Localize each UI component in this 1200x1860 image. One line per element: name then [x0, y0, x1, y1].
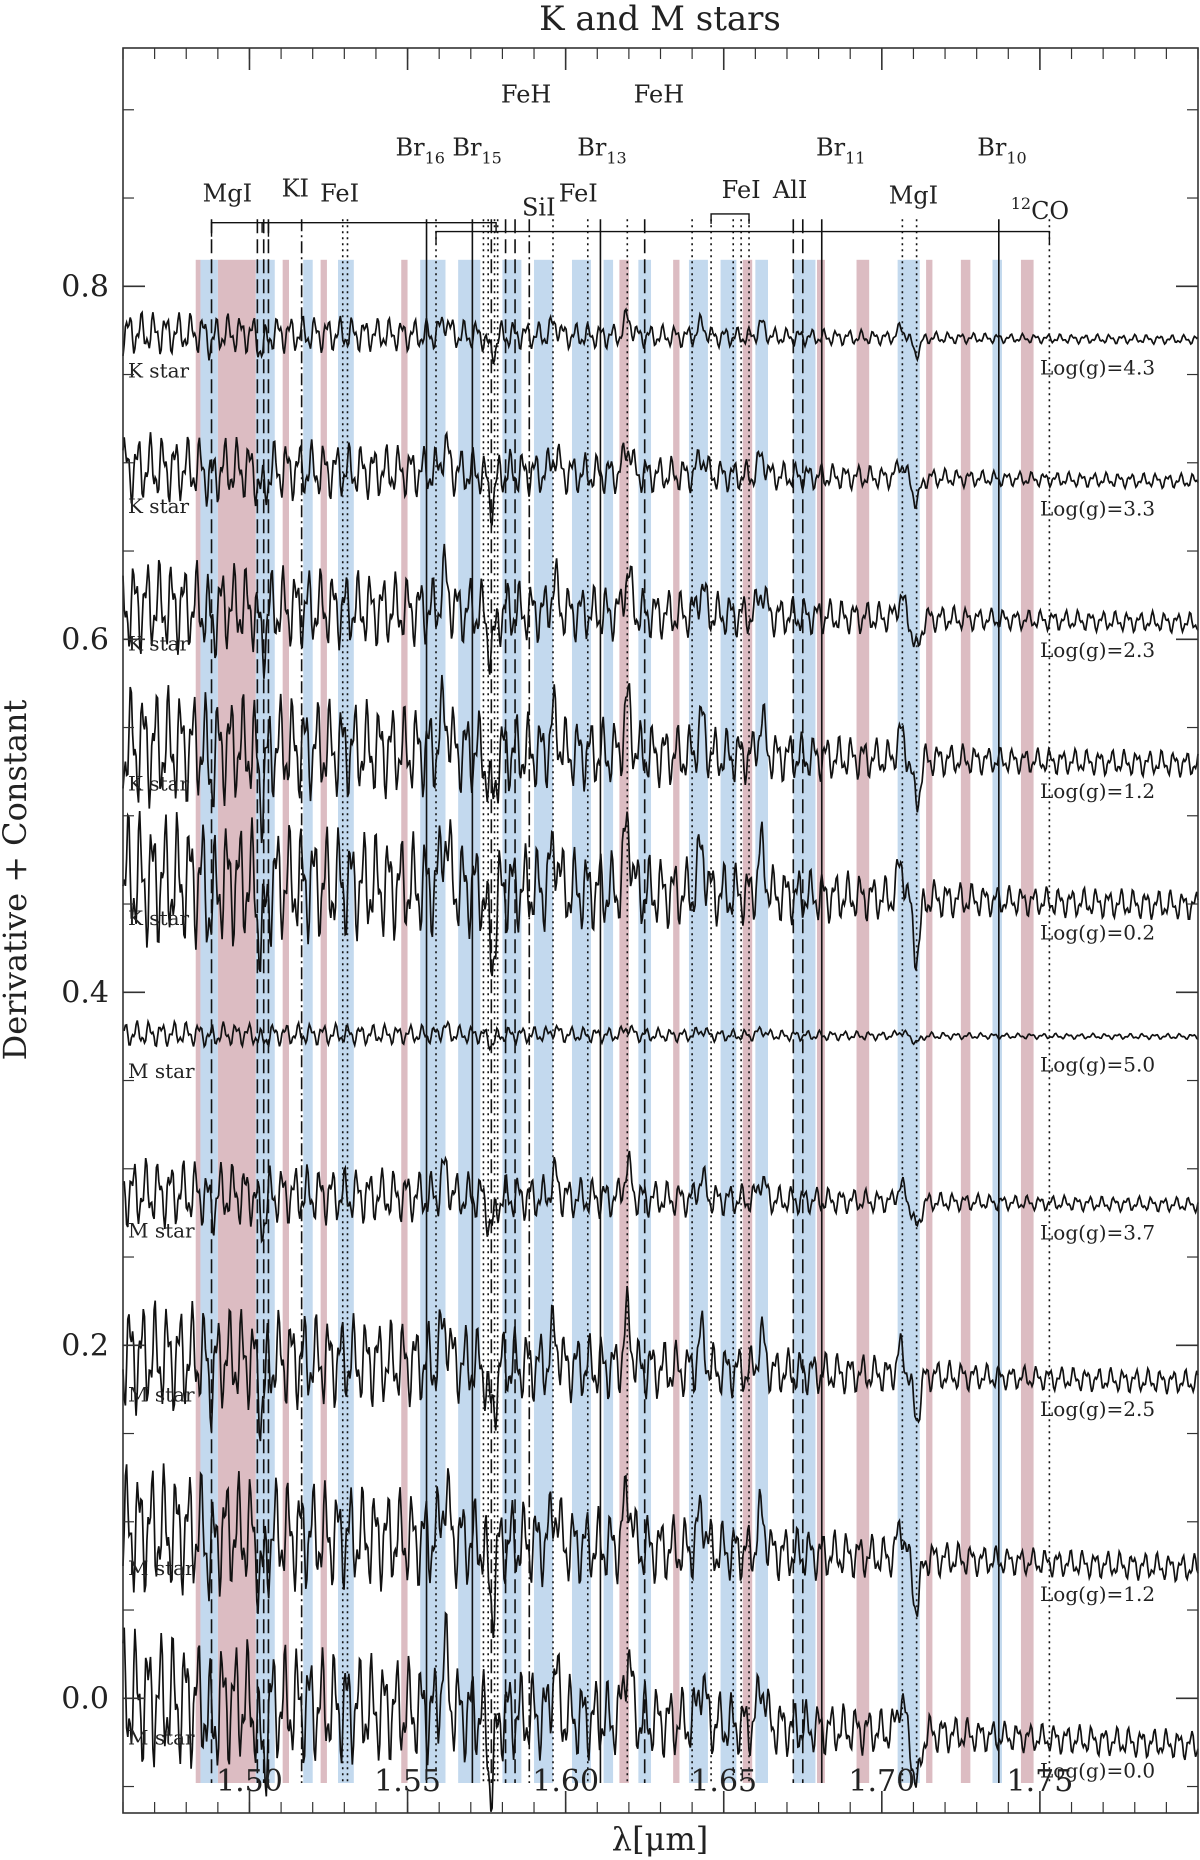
line-markers [210, 219, 1051, 1783]
x-tick-label: 1.70 [848, 1764, 915, 1799]
gravity-label: Log(g)=4.3 [1040, 356, 1155, 380]
y-tick-label: 0.8 [61, 269, 109, 304]
line-id-label: 12CO [1011, 194, 1069, 225]
pink-band [673, 259, 680, 1783]
line-id-bracket [710, 213, 750, 224]
star-label: M star [128, 1556, 195, 1580]
star-label: M star [128, 1726, 195, 1750]
line-id-bracket [210, 222, 270, 237]
spectrum-curves [122, 307, 1199, 1812]
spectrum-line [122, 307, 1199, 365]
blue-band [688, 259, 708, 1783]
blue-band [420, 259, 446, 1783]
gravity-label: Log(g)=5.0 [1040, 1053, 1155, 1077]
y-tick-label: 0.6 [61, 622, 109, 657]
blue-band [303, 259, 313, 1783]
pink-band [960, 259, 971, 1783]
line-id-brackets [210, 213, 1051, 244]
pink-band [282, 259, 289, 1783]
star-label: M star [128, 1382, 195, 1406]
blue-band [755, 259, 768, 1783]
line-id-label: Br11 [816, 134, 865, 168]
spectrum-line [122, 1285, 1199, 1442]
line-id-label: Br10 [977, 134, 1026, 168]
blue-band [897, 259, 920, 1783]
axis-ticks: 1.50 1.55 1.60 1.65 1.70 1.75 0.0 0.2 0.4 0.6 0.8 [61, 48, 1199, 1813]
y-tick-label: 0.4 [61, 975, 109, 1010]
star-label: K star [128, 632, 190, 656]
gravity-label: Log(g)=0.2 [1040, 920, 1155, 944]
star-label: K star [128, 906, 190, 930]
pink-band [195, 259, 201, 1783]
line-id-label: Br15 [452, 134, 501, 168]
line-id-bracket [261, 222, 497, 233]
spectrum-line [122, 1611, 1199, 1812]
spectrum-line [122, 430, 1199, 526]
gravity-label: Log(g)=2.3 [1040, 638, 1155, 662]
line-id-label: MgI [889, 181, 938, 209]
pink-band [742, 259, 753, 1783]
star-label: M star [128, 1059, 195, 1083]
pink-band [926, 259, 933, 1783]
line-id-label: FeH [634, 81, 684, 109]
gravity-label: Log(g)=2.5 [1040, 1397, 1155, 1421]
blue-band [992, 259, 1002, 1783]
pink-band [401, 259, 408, 1783]
star-label: M star [128, 1219, 195, 1243]
blue-band [793, 259, 816, 1783]
gravity-label: Log(g)=1.2 [1040, 1582, 1155, 1606]
spectrum-line [122, 1150, 1199, 1244]
star-label: K star [128, 494, 190, 518]
y-tick-label: 0.2 [61, 1328, 109, 1363]
blue-band [571, 259, 591, 1783]
pink-band [619, 259, 629, 1783]
gravity-label: Log(g)=1.2 [1040, 779, 1155, 803]
line-id-label: SiI [522, 194, 556, 222]
x-tick-label: 1.55 [374, 1764, 441, 1799]
blue-band [603, 259, 614, 1783]
y-axis-label: Derivative + Constant [0, 699, 34, 1060]
gravity-label: Log(g)=0.0 [1040, 1759, 1155, 1783]
spectrum-line [122, 1018, 1199, 1052]
line-id-label: FeH [501, 81, 551, 109]
x-tick-label: 1.60 [532, 1764, 599, 1799]
star-label: K star [128, 772, 190, 796]
line-id-label: MgI [203, 180, 252, 208]
line-id-label: FeI [722, 176, 761, 204]
pink-band [1020, 259, 1034, 1783]
x-tick-label: 1.50 [216, 1764, 283, 1799]
line-id-label: FeI [559, 180, 598, 208]
line-id-label: FeI [320, 180, 359, 208]
gravity-label: Log(g)=3.7 [1040, 1220, 1155, 1244]
spectrum-line [122, 674, 1199, 844]
series-labels: K star Log(g)=4.3 K star Log(g)=3.3 K star Lo… [128, 356, 1155, 1783]
x-tick-label: 1.75 [1007, 1764, 1074, 1799]
blue-band [200, 259, 218, 1783]
x-tick-label: 1.65 [690, 1764, 757, 1799]
pink-band [217, 259, 256, 1783]
pink-band [320, 259, 327, 1783]
blue-band [255, 259, 275, 1783]
pink-band [856, 259, 870, 1783]
spectrum-line [122, 810, 1199, 977]
line-id-label: Br16 [395, 134, 444, 168]
spectrum-line [122, 543, 1199, 679]
blue-band [502, 259, 522, 1783]
line-id-label: AlI [772, 176, 808, 204]
y-tick-label: 0.0 [61, 1681, 109, 1716]
spectrum-line [122, 1463, 1199, 1638]
gravity-label: Log(g)=3.3 [1040, 497, 1155, 521]
x-axis-label: λ[μm] [612, 1820, 708, 1858]
line-id-label: KI [282, 174, 309, 202]
line-id-label: Br13 [577, 134, 626, 168]
chart-title: K and M stars [539, 0, 781, 39]
line-id-bracket [435, 230, 1051, 244]
star-label: K star [128, 359, 190, 383]
